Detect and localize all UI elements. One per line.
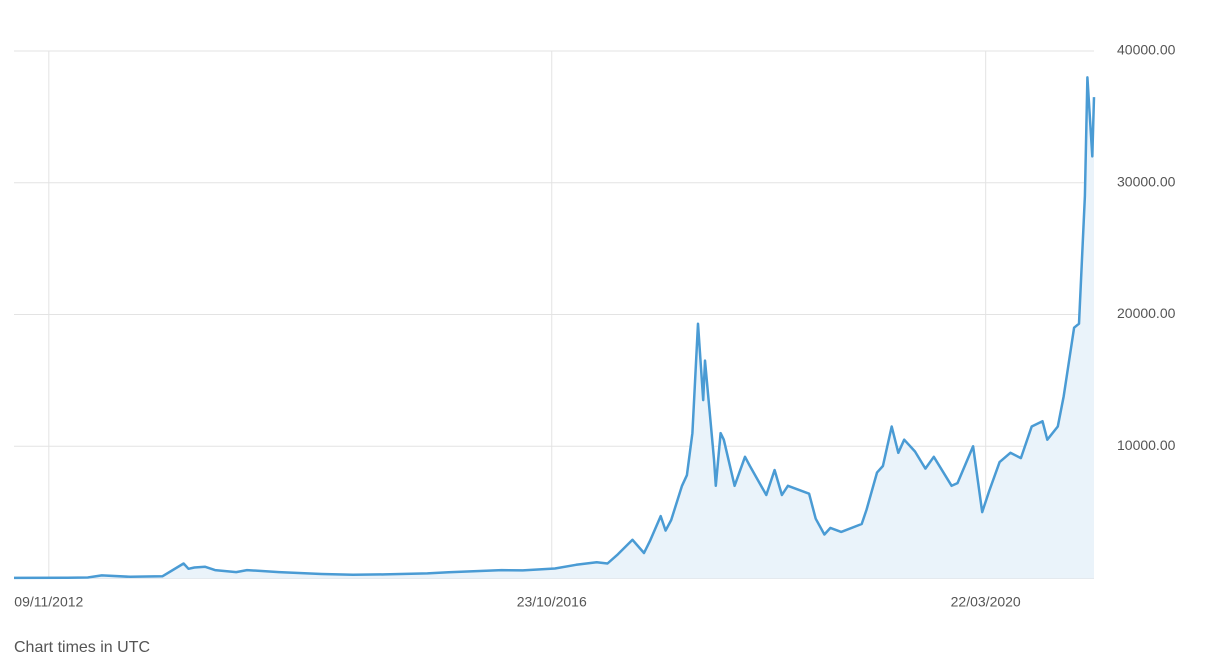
x-tick-label: 09/11/2012 <box>14 594 83 610</box>
y-tick-label: 20000.00 <box>1117 305 1176 321</box>
price-line <box>13 76 1096 580</box>
area-fill <box>14 77 1094 579</box>
x-tick-label: 22/03/2020 <box>951 594 1021 610</box>
x-tick-label: 23/10/2016 <box>517 594 587 610</box>
y-tick-label: 40000.00 <box>1117 42 1176 58</box>
y-tick-label: 10000.00 <box>1117 437 1176 453</box>
footnote: Chart times in UTC <box>14 639 150 656</box>
y-tick-label: 30000.00 <box>1117 173 1176 189</box>
